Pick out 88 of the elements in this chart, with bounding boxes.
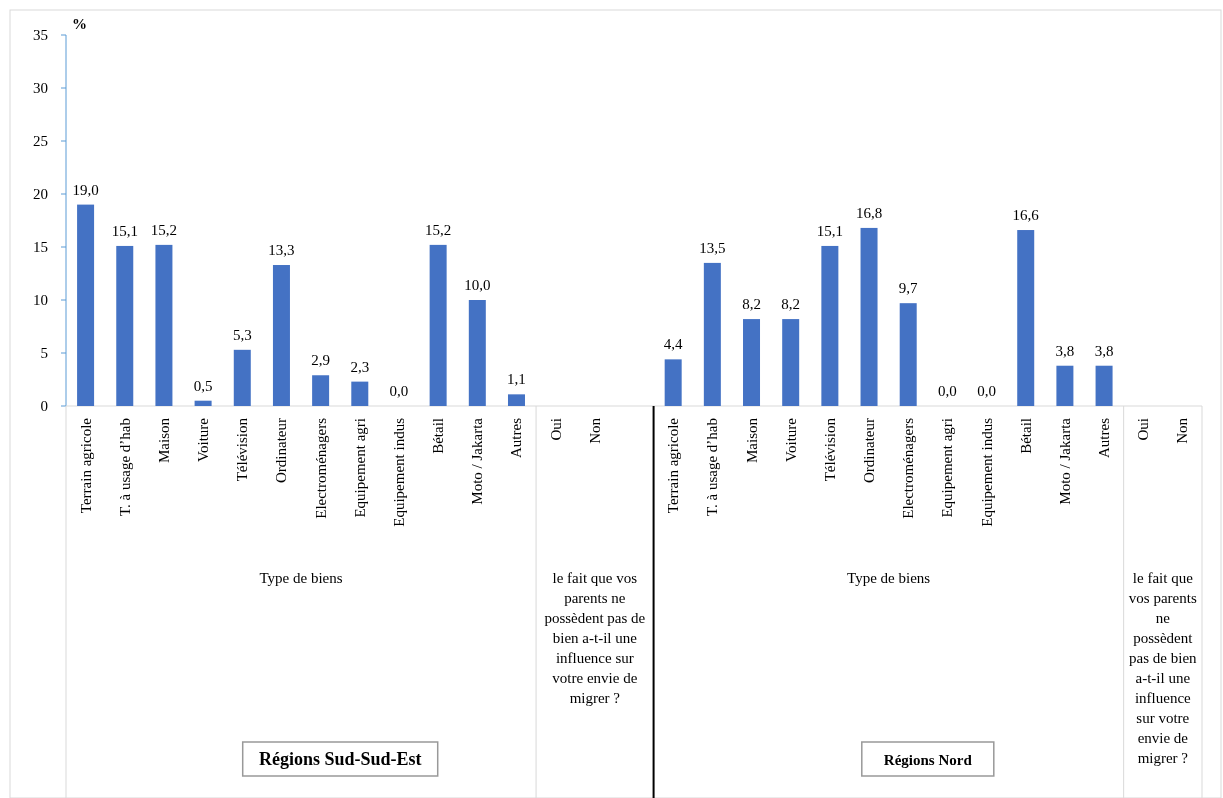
text: Type de biens [259,570,343,586]
data-label: 5,3 [232,326,252,343]
x-tick-label: Moto / Jakarta [469,417,486,505]
data-label: 8,2 [742,296,761,313]
bar [899,303,917,406]
text: Régions Nord [883,752,973,768]
bar [703,262,721,406]
bar [1017,230,1035,406]
bar [312,375,330,406]
x-tick-label: Moto / Jakarta [1056,417,1073,505]
data-label: 2,3 [350,358,370,375]
text: Type de biens [847,570,931,586]
data-label: 4,4 [663,336,684,353]
x-tick-label: Ordinateur [861,418,878,483]
text: le fait que vos parents ne possèdent pas de bien a-t-il une influence sur votre envie de migrer ? [1128,570,1197,766]
data-label: 0,0 [389,383,409,399]
data-label: 0,0 [938,383,957,399]
x-tick-label: Télévision [234,417,251,482]
y-tick-label: 10 [33,292,48,309]
y-tick-label: 25 [33,133,48,150]
bar [507,394,525,406]
x-tick-label: T. à usage d’hab [116,418,133,517]
bar [468,300,486,406]
x-tick-label: Télévision [821,417,838,482]
data-label: 15,2 [425,221,452,238]
bar [821,245,839,406]
bar [1056,365,1074,406]
bar [1095,365,1113,406]
y-tick-label: 20 [33,186,48,203]
data-label: 1,1 [507,371,526,388]
data-label: 3,8 [1055,342,1075,359]
data-label: 8,2 [781,296,801,313]
data-label: 19,0 [72,181,99,198]
x-tick-label: Voiture [195,417,212,462]
x-tick-label: Terrain agricole [665,417,682,514]
y-tick-label: 0 [40,398,48,415]
x-tick-label: Oui [1135,418,1152,441]
text: Régions Sud-Sud-Est [258,749,422,769]
bar [664,359,682,406]
x-tick-label: Autres [1096,417,1113,458]
x-tick-label: Equipement indus [390,417,407,527]
bar [194,400,212,406]
bar [743,319,761,406]
data-label: 0,5 [193,377,213,394]
y-tick-label: 35 [33,27,48,44]
y-axis-title: % [72,16,87,32]
data-label: 15,2 [150,221,178,238]
data-label: 0,0 [977,383,996,399]
x-tick-label: T. à usage d’hab [704,418,721,517]
x-tick-label: Autres [508,417,525,458]
x-tick-label: Terrain agricole [77,417,94,514]
bar [116,245,134,406]
x-tick-label: Equipement agri [351,418,368,518]
bar [77,204,95,406]
data-label: 13,3 [268,242,295,259]
data-label: 15,1 [816,222,843,239]
x-tick-label: Electroménagers [900,417,917,519]
x-tick-label: Equipement agri [939,418,956,518]
x-tick-label: Maison [155,417,172,463]
y-tick-label: 15 [33,239,48,256]
bar [429,244,447,406]
bar [782,319,800,406]
bar [272,265,290,406]
data-label: 13,5 [699,239,726,256]
x-tick-label: Oui [547,418,564,441]
x-tick-label: Electroménagers [312,417,329,519]
y-tick-label: 5 [40,345,48,362]
data-label: 15,1 [111,222,138,239]
x-tick-label: Bétail [430,418,447,454]
bar [351,381,369,406]
data-label: 2,9 [311,352,330,369]
bar [155,244,173,406]
data-label: 16,6 [1012,207,1040,224]
x-tick-label: Non [1174,417,1191,444]
x-tick-label: Maison [743,417,760,463]
y-tick-label: 30 [33,80,48,97]
data-label: 3,8 [1094,342,1114,359]
x-tick-label: Voiture [782,417,799,462]
data-label: 9,7 [898,280,919,297]
data-label: 16,8 [855,204,883,221]
data-label: 10,0 [464,277,491,293]
x-tick-label: Ordinateur [273,418,290,483]
x-tick-label: Bétail [1017,418,1034,454]
x-tick-label: Equipement indus [978,417,995,527]
text: le fait que vos parents ne possèdent pas de bien a-t-il une influence sur votre envie de migrer ? [544,570,646,706]
bar [233,349,251,406]
bar [860,227,878,406]
x-tick-label: Non [586,417,603,444]
